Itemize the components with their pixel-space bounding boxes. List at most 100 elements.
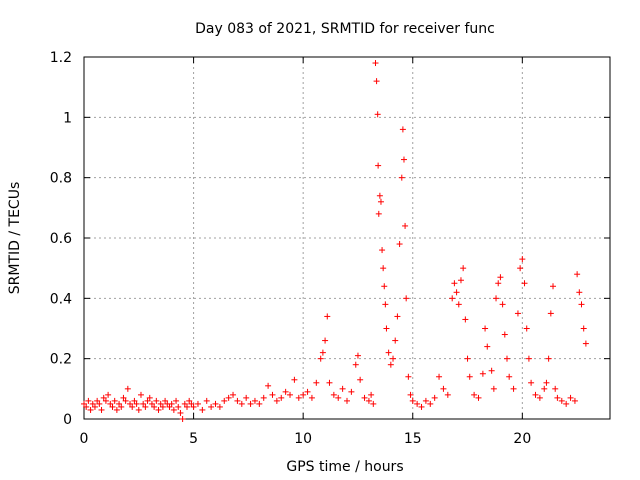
data-point (234, 397, 241, 404)
data-point (547, 310, 554, 317)
data-point (418, 403, 425, 410)
data-point (506, 373, 513, 380)
data-point (403, 295, 410, 302)
data-point (319, 349, 326, 356)
data-point (383, 325, 390, 332)
data-point (382, 301, 389, 308)
data-point (295, 394, 302, 401)
data-point (300, 391, 307, 398)
data-point (422, 397, 429, 404)
data-point (451, 280, 458, 287)
data-point (402, 222, 409, 229)
data-point (374, 111, 381, 118)
data-point (107, 400, 114, 407)
data-point (168, 400, 175, 407)
data-point (385, 349, 392, 356)
data-point (352, 361, 359, 368)
data-point (462, 316, 469, 323)
data-point (129, 403, 136, 410)
data-point (552, 385, 559, 392)
data-point (348, 388, 355, 395)
data-point (528, 379, 535, 386)
data-point (558, 397, 565, 404)
data-point (330, 391, 337, 398)
data-point (357, 376, 364, 383)
data-point (326, 379, 333, 386)
data-point (455, 301, 462, 308)
data-point (387, 361, 394, 368)
data-point (578, 301, 585, 308)
data-point (396, 241, 403, 248)
data-point (370, 400, 377, 407)
data-point (375, 162, 382, 169)
data-point (377, 198, 384, 205)
data-point (444, 391, 451, 398)
data-point (495, 280, 502, 287)
data-point (574, 271, 581, 278)
data-point (567, 394, 574, 401)
data-point (503, 355, 510, 362)
data-point (133, 400, 140, 407)
data-point (466, 373, 473, 380)
data-point (291, 376, 298, 383)
x-axis-title: GPS time / hours (286, 459, 403, 475)
plot-frame (83, 56, 611, 420)
data-point (188, 400, 195, 407)
data-point (563, 400, 570, 407)
data-point (339, 385, 346, 392)
data-point (225, 394, 232, 401)
data-point (532, 391, 539, 398)
data-point (380, 265, 387, 272)
data-point (173, 397, 180, 404)
data-point (510, 385, 517, 392)
y-axis-title: SRMTID / TECUs (7, 182, 23, 295)
data-point (344, 397, 350, 404)
x-tick-label: 10 (294, 431, 312, 447)
data-point (146, 394, 153, 401)
data-point (460, 265, 467, 272)
data-point (409, 397, 416, 404)
data-point (111, 397, 118, 404)
data-point (317, 355, 324, 362)
data-point (137, 391, 144, 398)
data-point (124, 385, 131, 392)
data-point (94, 397, 101, 404)
data-point (398, 174, 405, 181)
data-point (525, 355, 532, 362)
y-tick-label: 0.4 (50, 291, 72, 307)
data-point (282, 388, 289, 395)
data-point (392, 337, 399, 344)
data-point (541, 385, 548, 392)
data-point (499, 301, 506, 308)
data-point (400, 156, 407, 163)
data-point (142, 403, 149, 410)
data-point (122, 397, 129, 404)
data-point (407, 391, 414, 398)
data-point (571, 397, 578, 404)
data-point (127, 400, 134, 407)
data-point (488, 367, 495, 374)
data-point (287, 391, 294, 398)
data-point (405, 373, 412, 380)
data-point (501, 331, 508, 338)
data-point (131, 397, 138, 404)
data-point (308, 394, 315, 401)
data-point (105, 391, 112, 398)
data-point (91, 403, 98, 410)
data-point (457, 277, 464, 284)
data-point (102, 397, 109, 404)
x-tick-label: 0 (80, 431, 89, 447)
data-point (120, 394, 127, 401)
data-point (484, 343, 491, 350)
data-point (414, 400, 421, 407)
data-point (519, 256, 526, 263)
data-point (162, 397, 169, 404)
data-point (490, 385, 497, 392)
data-point (475, 394, 482, 401)
data-point (256, 400, 263, 407)
data-point (184, 403, 191, 410)
data-point (379, 247, 386, 254)
data-point (135, 406, 142, 413)
data-point (170, 406, 177, 413)
